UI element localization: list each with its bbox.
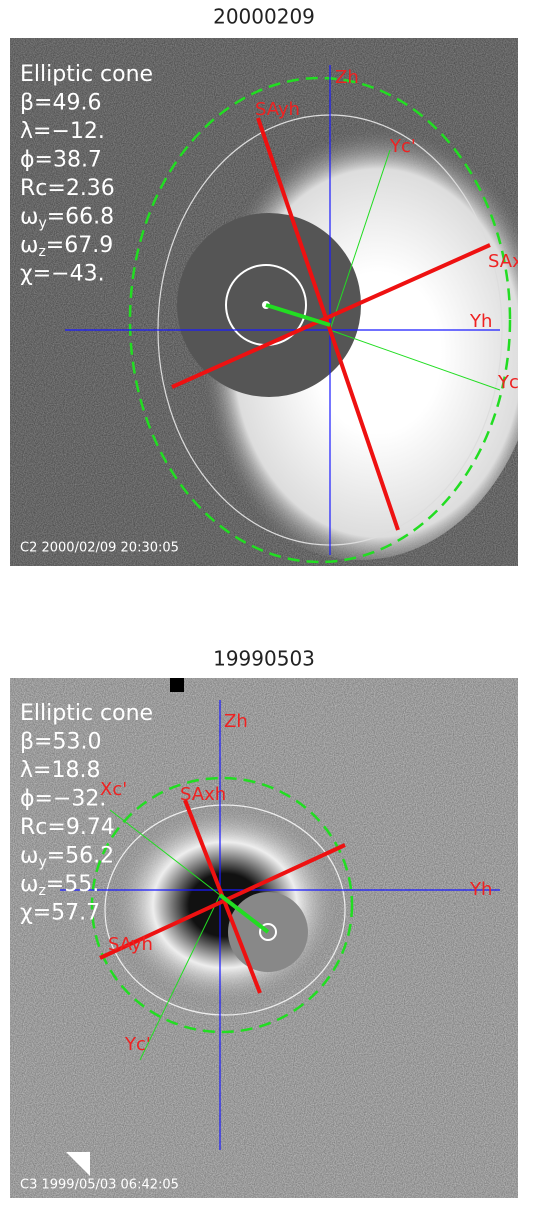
parameter-text: λ=18.8 [20, 758, 100, 783]
axis-label: SAyh [108, 934, 153, 955]
parameter: Rc=9.74 [20, 815, 115, 840]
parameter-value: =67.9 [46, 233, 113, 258]
parameter-value: =66.8 [47, 205, 114, 230]
parameter: ωz=55. [20, 872, 99, 899]
parameter-text: Elliptic cone [20, 62, 153, 87]
axis-label: Zh [335, 67, 359, 88]
parameter-text: ω [20, 844, 38, 869]
parameter-value: =55. [46, 872, 99, 897]
parameter-text: ω [20, 233, 38, 258]
parameter-text: Rc=9.74 [20, 815, 115, 840]
axis-label: Yh [469, 879, 492, 900]
parameter-text: β=49.6 [20, 91, 101, 116]
panel: Elliptic cone β=49.6 λ=−12. ϕ=38.7 Rc=2.36 ωy… [10, 38, 540, 566]
axis-label: Xc' [100, 779, 127, 800]
parameter: ϕ=38.7 [20, 148, 102, 173]
parameter: β=53.0 [20, 730, 101, 755]
axis-label: Yc' [124, 1034, 151, 1055]
parameter: χ=−43. [20, 262, 105, 287]
parameter-text: β=53.0 [20, 730, 101, 755]
parameter: ωz=67.9 [20, 233, 113, 260]
parameter-sub: z [38, 244, 45, 260]
parameter-text: ω [20, 872, 38, 897]
parameter-text: ϕ=38.7 [20, 148, 102, 173]
axis-label: Zh [224, 711, 248, 732]
axis-label: SAxh [180, 784, 226, 805]
parameter-text: Rc=2.36 [20, 176, 115, 201]
axis-label: Yh [469, 311, 492, 332]
axis-label: SAyh [255, 99, 300, 120]
figure: Elliptic coneβ=49.6λ=−12.ϕ=38.7Rc=2.36ωy… [0, 0, 552, 1203]
parameter-text: λ=−12. [20, 119, 105, 144]
panel: Elliptic cone β=53.0 λ=18.8 ϕ=−32. Rc=9.74 ωy… [10, 678, 518, 1198]
parameter: Rc=2.36 [20, 176, 115, 201]
panel-title: 19990503 [213, 647, 315, 671]
parameter: ϕ=−32. [20, 787, 106, 812]
parameter-sub: z [38, 883, 45, 899]
parameter-text: Elliptic cone [20, 701, 153, 726]
timestamp: C2 2000/02/09 20:30:05 [20, 541, 179, 556]
parameter-text: ϕ=−32. [20, 787, 106, 812]
parameter: λ=−12. [20, 119, 105, 144]
parameter: Elliptic cone [20, 701, 153, 726]
parameter-value: =56.2 [47, 844, 114, 869]
parameter: ωy=66.8 [20, 205, 114, 232]
parameter-text: χ=−43. [20, 262, 105, 287]
parameter: λ=18.8 [20, 758, 100, 783]
timestamp: C3 1999/05/03 06:42:05 [20, 1178, 179, 1193]
parameter-sub: y [38, 855, 46, 871]
parameter-text: χ=57.7 [20, 901, 100, 926]
axis-label: Yc' [497, 372, 524, 393]
parameter: Elliptic cone [20, 62, 153, 87]
parameter-text: ω [20, 205, 38, 230]
parameter-sub: y [38, 216, 46, 232]
axis-label: SAxh [488, 251, 534, 272]
panel-title: 20000209 [213, 5, 315, 29]
axis-label: Yc' [389, 136, 416, 157]
parameter: ωy=56.2 [20, 844, 114, 871]
parameter: β=49.6 [20, 91, 101, 116]
parameter: χ=57.7 [20, 901, 100, 926]
